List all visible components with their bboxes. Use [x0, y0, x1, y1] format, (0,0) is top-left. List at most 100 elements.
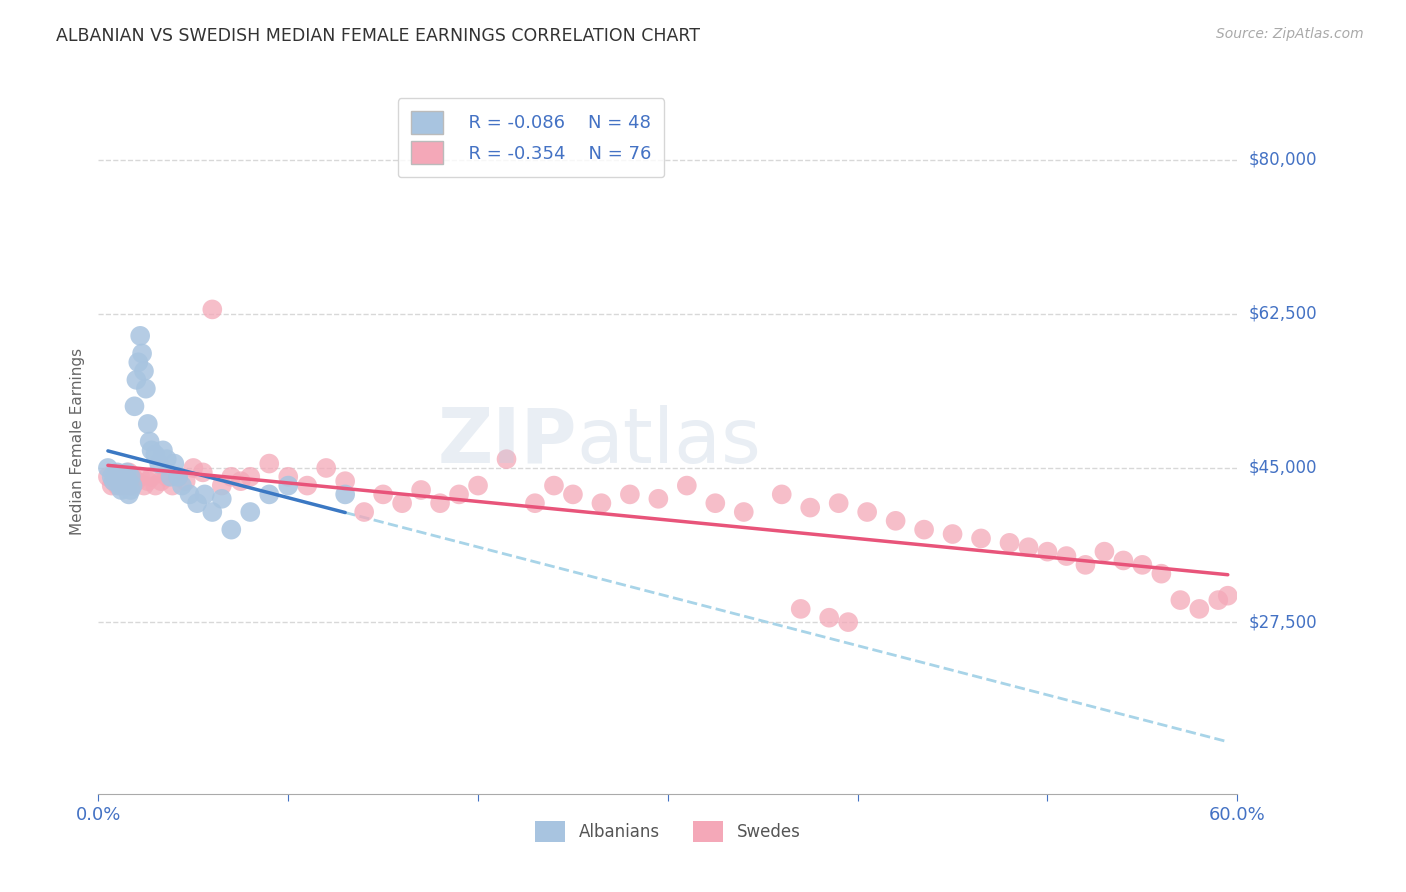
Point	[239, 469, 262, 483]
Point	[239, 505, 262, 519]
Point	[120, 483, 142, 497]
Point	[115, 466, 138, 480]
Point	[335, 487, 357, 501]
Point	[647, 491, 669, 506]
Point	[1208, 593, 1230, 607]
Point	[174, 474, 197, 488]
Point	[104, 469, 127, 483]
Point	[125, 474, 148, 488]
Point	[543, 478, 565, 492]
Point	[449, 487, 471, 501]
Point	[100, 469, 122, 483]
Point	[115, 474, 138, 488]
Point	[145, 478, 167, 492]
Point	[120, 469, 142, 483]
Point	[97, 461, 120, 475]
Point	[141, 469, 163, 483]
Point	[100, 478, 122, 492]
Point	[790, 602, 813, 616]
Point	[167, 469, 190, 483]
Point	[103, 474, 125, 488]
Text: $62,500: $62,500	[1249, 305, 1317, 323]
Point	[591, 496, 613, 510]
Point	[112, 474, 135, 488]
Point	[136, 474, 159, 488]
Point	[135, 382, 157, 396]
Point	[259, 487, 281, 501]
Point	[1132, 558, 1154, 572]
Point	[704, 496, 727, 510]
Point	[114, 478, 136, 492]
Point	[856, 505, 879, 519]
Point	[211, 478, 233, 492]
Point	[170, 478, 193, 492]
Y-axis label: Median Female Earnings: Median Female Earnings	[69, 348, 84, 535]
Point	[1036, 544, 1059, 558]
Point	[315, 461, 337, 475]
Point	[141, 443, 163, 458]
Point	[799, 500, 821, 515]
Point	[132, 478, 155, 492]
Point	[125, 373, 148, 387]
Point	[770, 487, 793, 501]
Point	[277, 469, 299, 483]
Text: $80,000: $80,000	[1249, 151, 1317, 169]
Point	[110, 469, 132, 483]
Point	[1150, 566, 1173, 581]
Point	[152, 443, 174, 458]
Point	[297, 478, 319, 492]
Point	[411, 483, 433, 497]
Point	[179, 487, 201, 501]
Point	[733, 505, 755, 519]
Point	[129, 469, 152, 483]
Point	[107, 466, 129, 480]
Point	[1018, 541, 1040, 555]
Point	[148, 457, 170, 471]
Point	[183, 461, 205, 475]
Text: Source: ZipAtlas.com: Source: ZipAtlas.com	[1216, 27, 1364, 41]
Point	[676, 478, 699, 492]
Point	[1094, 544, 1116, 558]
Point	[998, 536, 1021, 550]
Point	[371, 487, 394, 501]
Point	[159, 469, 181, 483]
Point	[353, 505, 375, 519]
Point	[259, 457, 281, 471]
Point	[110, 483, 132, 497]
Text: ALBANIAN VS SWEDISH MEDIAN FEMALE EARNINGS CORRELATION CHART: ALBANIAN VS SWEDISH MEDIAN FEMALE EARNIN…	[56, 27, 700, 45]
Point	[136, 417, 159, 431]
Text: $27,500: $27,500	[1249, 613, 1317, 632]
Point	[970, 532, 993, 546]
Point	[619, 487, 641, 501]
Point	[1112, 553, 1135, 567]
Point	[524, 496, 547, 510]
Point	[118, 466, 141, 480]
Point	[110, 474, 132, 488]
Point	[391, 496, 413, 510]
Point	[942, 527, 965, 541]
Point	[114, 469, 136, 483]
Point	[1216, 589, 1239, 603]
Point	[156, 469, 179, 483]
Point	[115, 478, 138, 492]
Point	[138, 434, 160, 449]
Point	[194, 487, 217, 501]
Point	[828, 496, 851, 510]
Point	[129, 328, 152, 343]
Point	[118, 487, 141, 501]
Point	[1074, 558, 1097, 572]
Point	[104, 469, 127, 483]
Point	[1188, 602, 1211, 616]
Point	[107, 478, 129, 492]
Point	[114, 478, 136, 492]
Point	[495, 452, 517, 467]
Point	[121, 478, 143, 492]
Point	[221, 469, 243, 483]
Point	[818, 611, 841, 625]
Point	[156, 452, 179, 467]
Point	[108, 469, 131, 483]
Point	[112, 469, 135, 483]
Point	[118, 474, 141, 488]
Point	[124, 400, 146, 414]
Point	[191, 466, 214, 480]
